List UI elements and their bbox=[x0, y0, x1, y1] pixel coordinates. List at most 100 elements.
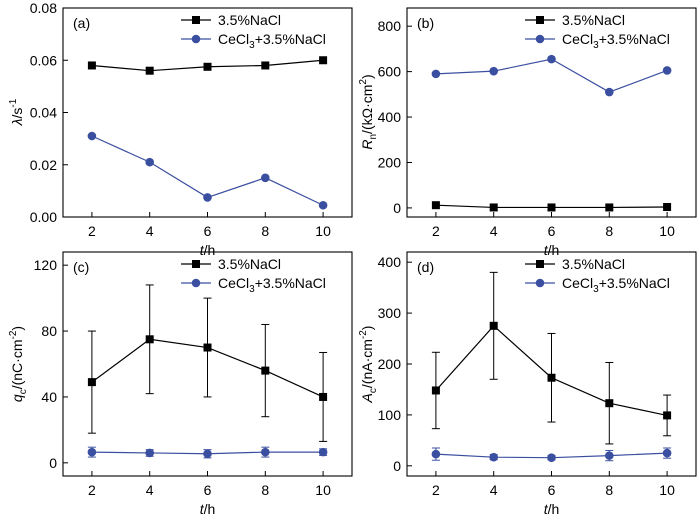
series-nacl bbox=[431, 271, 672, 445]
legend-label: 3.5%NaCl bbox=[218, 12, 281, 28]
y-axis-subscript: n bbox=[368, 134, 379, 140]
x-tick-label: 6 bbox=[548, 482, 556, 498]
y-tick-label: 0.02 bbox=[30, 157, 57, 173]
data-point bbox=[203, 193, 212, 202]
data-point bbox=[605, 87, 614, 97]
x-tick-label: 4 bbox=[490, 482, 498, 498]
x-tick-label: 6 bbox=[204, 223, 212, 239]
x-axis-unit: /h bbox=[548, 501, 560, 517]
y-axis-symbol: q bbox=[9, 394, 25, 402]
y-tick-label: 120 bbox=[34, 257, 58, 273]
y-tick-label: 0.08 bbox=[30, 0, 57, 16]
data-point bbox=[489, 203, 498, 212]
x-tick-label: 2 bbox=[432, 223, 440, 239]
data-point bbox=[87, 378, 96, 387]
data-point bbox=[87, 61, 96, 70]
x-tick-label: 10 bbox=[315, 482, 331, 498]
data-point bbox=[547, 203, 556, 212]
x-axis-symbol: t bbox=[200, 501, 205, 517]
data-point bbox=[489, 321, 498, 330]
y-tick-label: 40 bbox=[41, 389, 57, 405]
data-point bbox=[261, 366, 270, 375]
y-tick-label: 0 bbox=[393, 200, 401, 216]
y-tick-label: 200 bbox=[378, 356, 402, 372]
panel-label: (a) bbox=[73, 15, 90, 31]
legend-marker bbox=[535, 278, 545, 288]
y-axis-unit: /(kΩ·cm bbox=[359, 85, 375, 134]
y-axis-subscript: c bbox=[368, 388, 379, 393]
data-point bbox=[605, 451, 614, 460]
panel-c: 2 4 6 8 10 0 40 80 120 (c) t/h qc/(nC·cm-2) 3.5%NaCl… bbox=[8, 251, 353, 517]
x-tick-label: 10 bbox=[315, 223, 331, 239]
x-tick-label: 4 bbox=[146, 223, 154, 239]
y-axis-superscript: 2 bbox=[358, 79, 369, 85]
panel-label: (d) bbox=[417, 259, 434, 275]
y-tick-label: 400 bbox=[378, 109, 402, 125]
y-tick-label: 100 bbox=[378, 407, 402, 423]
y-axis-title: qc/(nC·cm-2) bbox=[8, 326, 29, 402]
x-axis-symbol: t bbox=[544, 501, 549, 517]
legend: 3.5%NaCl CeCl3+3.5%NaCl bbox=[525, 256, 670, 295]
y-tick-label: 80 bbox=[41, 323, 57, 339]
data-point bbox=[145, 335, 154, 344]
data-point bbox=[261, 173, 270, 183]
data-point bbox=[203, 343, 212, 352]
legend-label: 3.5%NaCl bbox=[218, 256, 281, 272]
x-axis-unit: /h bbox=[548, 242, 560, 258]
legend-marker bbox=[191, 34, 201, 44]
y-tick-label: 0.06 bbox=[30, 52, 57, 68]
data-point bbox=[145, 66, 154, 75]
data-point bbox=[605, 203, 614, 212]
data-point bbox=[431, 449, 441, 459]
legend-label: CeCl3+3.5%NaCl bbox=[218, 31, 326, 51]
y-axis-superscript: -2 bbox=[358, 330, 369, 339]
data-point bbox=[203, 449, 212, 459]
data-point bbox=[318, 447, 328, 457]
y-axis-tail: ) bbox=[9, 326, 25, 331]
panel-label: (b) bbox=[417, 15, 434, 31]
legend-label: CeCl3+3.5%NaCl bbox=[562, 275, 670, 295]
panel-a: 2 4 6 8 10 0.00 0.02 0.04 0.06 0.08 (a) t/h λ/s-1 3.5… bbox=[8, 0, 353, 258]
series-cecl3-nacl bbox=[87, 446, 328, 459]
legend-label: CeCl3+3.5%NaCl bbox=[218, 275, 326, 295]
data-point bbox=[431, 69, 441, 79]
data-point bbox=[605, 399, 614, 408]
panel-label: (c) bbox=[73, 259, 89, 275]
y-axis-symbol: λ bbox=[9, 118, 25, 126]
y-tick-label: 0 bbox=[393, 458, 401, 474]
x-tick-label: 8 bbox=[605, 482, 613, 498]
data-point bbox=[547, 453, 556, 462]
series-nacl bbox=[87, 56, 328, 75]
data-point bbox=[203, 62, 212, 71]
data-point bbox=[489, 66, 499, 76]
y-tick-label: 200 bbox=[378, 154, 402, 170]
data-point bbox=[663, 411, 672, 420]
data-point bbox=[318, 200, 328, 210]
y-axis-symbol: A bbox=[359, 393, 375, 403]
series-line bbox=[435, 58, 668, 93]
y-axis-title: Ac/(nA·cm-2) bbox=[358, 326, 379, 404]
legend: 3.5%NaCl CeCl3+3.5%NaCl bbox=[181, 12, 326, 51]
legend-marker bbox=[192, 16, 200, 24]
legend-label: 3.5%NaCl bbox=[562, 12, 625, 28]
x-axis-symbol: t bbox=[544, 242, 549, 258]
series-nacl bbox=[431, 201, 672, 212]
x-tick-label: 4 bbox=[490, 223, 498, 239]
series-cecl3-nacl bbox=[431, 447, 672, 462]
data-point bbox=[662, 448, 672, 458]
y-axis-superscript: -1 bbox=[8, 98, 19, 107]
x-axis-unit: /h bbox=[204, 501, 216, 517]
y-axis-unit: /s bbox=[9, 108, 25, 119]
x-axis-title: t/h bbox=[544, 242, 560, 258]
data-point bbox=[261, 61, 270, 70]
y-axis-subscript: c bbox=[18, 389, 29, 394]
x-tick-label: 10 bbox=[659, 482, 675, 498]
data-point bbox=[663, 203, 672, 212]
legend: 3.5%NaCl CeCl3+3.5%NaCl bbox=[525, 12, 670, 51]
legend-label: CeCl3+3.5%NaCl bbox=[562, 31, 670, 51]
data-point bbox=[431, 386, 440, 395]
x-tick-label: 2 bbox=[432, 482, 440, 498]
legend-marker bbox=[536, 260, 544, 268]
y-axis-symbol: R bbox=[359, 140, 375, 150]
